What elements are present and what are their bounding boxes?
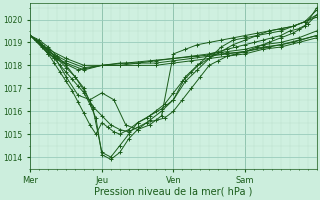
X-axis label: Pression niveau de la mer( hPa ): Pression niveau de la mer( hPa )	[94, 187, 252, 197]
